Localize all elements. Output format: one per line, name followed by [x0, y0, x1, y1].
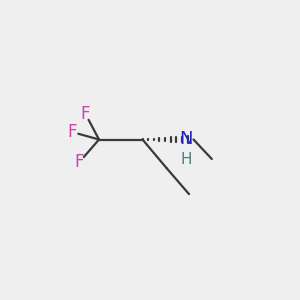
Text: F: F [75, 153, 84, 171]
Text: F: F [67, 123, 77, 141]
Text: F: F [81, 105, 90, 123]
Text: N: N [179, 130, 193, 148]
Text: H: H [180, 152, 192, 166]
